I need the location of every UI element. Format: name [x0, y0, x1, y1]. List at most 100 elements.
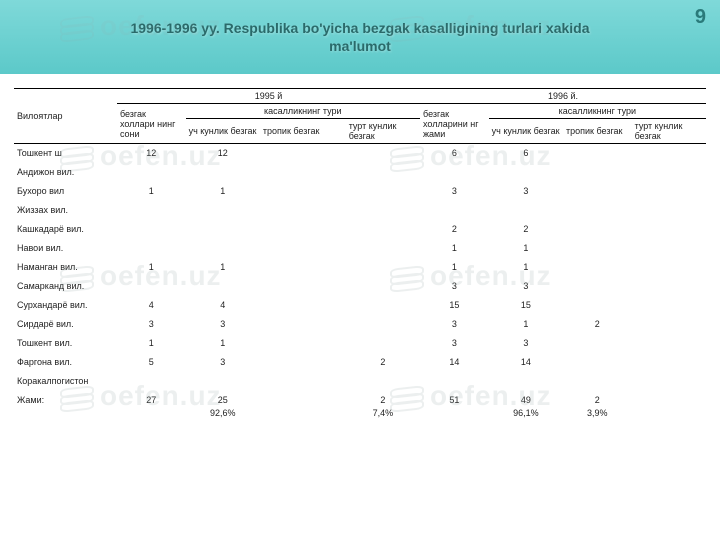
value-cell — [260, 201, 346, 220]
table-row: Сирдарё вил.33312 — [14, 315, 706, 334]
region-cell: Сурхандарё вил. — [14, 296, 117, 315]
value-cell — [186, 277, 260, 296]
pct-f: 96,1% — [489, 407, 563, 420]
value-cell — [563, 182, 632, 201]
table-body: Тошкент ш121266Андижон вил.Бухоро вил113… — [14, 144, 706, 391]
value-cell — [260, 182, 346, 201]
table-row: Тошкент ш121266 — [14, 144, 706, 163]
value-cell: 3 — [186, 353, 260, 372]
value-cell: 1 — [420, 258, 489, 277]
value-cell: 3 — [489, 182, 563, 201]
value-cell: 3 — [420, 315, 489, 334]
value-cell — [632, 277, 706, 296]
value-cell — [186, 201, 260, 220]
title-line-1: 1996-1996 yy. Respublika bo'yicha bezgak… — [130, 20, 589, 36]
value-cell — [563, 163, 632, 182]
value-cell: 1 — [117, 182, 186, 201]
table-row: Фаргона вил.5321414 — [14, 353, 706, 372]
value-cell — [186, 239, 260, 258]
table-container: Вилоятлар 1995 й 1996 й. безгак холлари … — [0, 74, 720, 420]
value-cell: 1 — [420, 239, 489, 258]
page-title: 1996-1996 yy. Respublika bo'yicha bezgak… — [130, 19, 589, 55]
value-cell: 1 — [117, 334, 186, 353]
region-cell: Андижон вил. — [14, 163, 117, 182]
value-cell: 2 — [346, 353, 420, 372]
value-cell: 2 — [420, 220, 489, 239]
value-cell: 3 — [489, 277, 563, 296]
region-cell: Сирдарё вил. — [14, 315, 117, 334]
value-cell — [632, 163, 706, 182]
value-cell — [346, 372, 420, 391]
value-cell: 3 — [420, 182, 489, 201]
value-cell — [563, 239, 632, 258]
col-types-1995: касалликнинг тури — [186, 104, 420, 119]
region-cell: Жиззах вил. — [14, 201, 117, 220]
col-uch-1996: уч кунлик безгак — [489, 119, 563, 144]
value-cell: 2 — [489, 220, 563, 239]
value-cell: 1 — [186, 258, 260, 277]
value-cell: 15 — [420, 296, 489, 315]
value-cell — [563, 372, 632, 391]
value-cell — [632, 201, 706, 220]
value-cell — [563, 353, 632, 372]
col-year-1995: 1995 й — [117, 89, 420, 104]
value-cell: 1 — [186, 182, 260, 201]
totals-c — [260, 391, 346, 407]
value-cell: 14 — [489, 353, 563, 372]
value-cell — [260, 372, 346, 391]
col-types-1996: касалликнинг тури — [489, 104, 706, 119]
value-cell — [346, 296, 420, 315]
value-cell — [346, 201, 420, 220]
value-cell: 2 — [563, 315, 632, 334]
value-cell: 15 — [489, 296, 563, 315]
value-cell — [346, 277, 420, 296]
value-cell: 5 — [117, 353, 186, 372]
value-cell — [632, 220, 706, 239]
header: 9 1996-1996 yy. Respublika bo'yicha bezg… — [0, 0, 720, 74]
value-cell — [117, 201, 186, 220]
value-cell: 3 — [186, 315, 260, 334]
region-cell: Самарканд вил. — [14, 277, 117, 296]
header-row-1: Вилоятлар 1995 й 1996 й. — [14, 89, 706, 104]
col-cases-1995: безгак холлари нинг сони — [117, 104, 186, 144]
col-year-1996: 1996 й. — [420, 89, 706, 104]
value-cell — [563, 220, 632, 239]
region-cell: Навои вил. — [14, 239, 117, 258]
region-cell: Тошкент ш — [14, 144, 117, 163]
value-cell — [420, 372, 489, 391]
value-cell — [632, 372, 706, 391]
value-cell — [632, 334, 706, 353]
title-line-2: ma'lumot — [329, 38, 391, 54]
value-cell — [632, 144, 706, 163]
value-cell — [346, 315, 420, 334]
value-cell: 12 — [186, 144, 260, 163]
value-cell: 3 — [420, 334, 489, 353]
value-cell — [346, 220, 420, 239]
value-cell — [563, 277, 632, 296]
value-cell: 1 — [489, 239, 563, 258]
page-number: 9 — [695, 6, 706, 29]
value-cell — [346, 258, 420, 277]
value-cell — [563, 258, 632, 277]
table-row: Сурхандарё вил.441515 — [14, 296, 706, 315]
table-row: Самарканд вил.33 — [14, 277, 706, 296]
pct-g: 3,9% — [563, 407, 632, 420]
col-tropik-1995: тропик безгак — [260, 119, 346, 144]
value-cell — [260, 220, 346, 239]
region-cell: Наманган вил. — [14, 258, 117, 277]
col-regions: Вилоятлар — [14, 89, 117, 144]
col-uch-1995: уч кунлик безгак — [186, 119, 260, 144]
table-row: Андижон вил. — [14, 163, 706, 182]
pct-b: 92,6% — [186, 407, 260, 420]
value-cell — [632, 239, 706, 258]
value-cell — [260, 239, 346, 258]
totals-f: 49 — [489, 391, 563, 407]
value-cell: 3 — [489, 334, 563, 353]
value-cell — [632, 182, 706, 201]
value-cell — [260, 296, 346, 315]
value-cell: 6 — [489, 144, 563, 163]
value-cell — [489, 163, 563, 182]
value-cell — [117, 277, 186, 296]
value-cell — [632, 315, 706, 334]
value-cell — [632, 296, 706, 315]
